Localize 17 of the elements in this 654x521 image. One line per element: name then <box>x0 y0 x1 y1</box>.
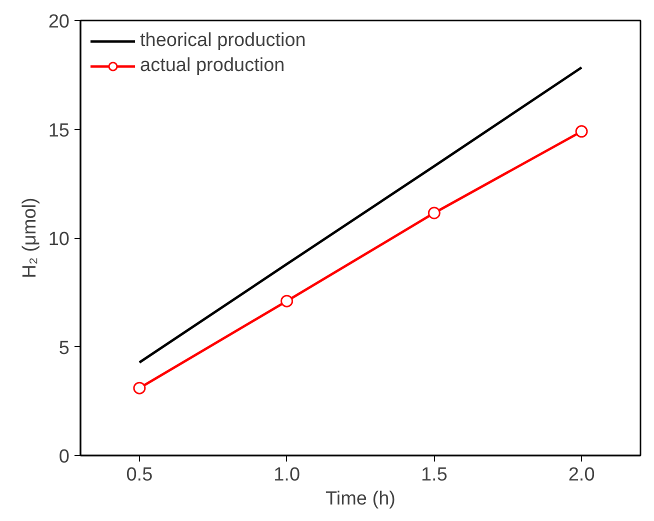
legend-label: actual production <box>140 55 285 77</box>
x-tick-label: 2.0 <box>568 464 595 486</box>
y-tick-label: 10 <box>48 229 70 250</box>
y-axis-title: H₂ (μmol) <box>19 198 40 278</box>
y-tick-label: 0 <box>58 446 70 468</box>
x-axis-title: Time (h) <box>325 488 396 510</box>
y-tick-label: 5 <box>58 338 70 359</box>
y-tick-label: 15 <box>48 120 70 142</box>
legend-label: theorical production <box>140 30 306 52</box>
x-tick-label: 1.0 <box>274 464 300 486</box>
point <box>133 382 146 394</box>
y-tick-label: 20 <box>48 12 70 32</box>
point <box>280 294 294 308</box>
point <box>575 125 588 138</box>
x-tick-label: 0.5 <box>126 464 153 486</box>
point <box>428 206 440 220</box>
x-tick-label: 1.5 <box>420 464 448 486</box>
